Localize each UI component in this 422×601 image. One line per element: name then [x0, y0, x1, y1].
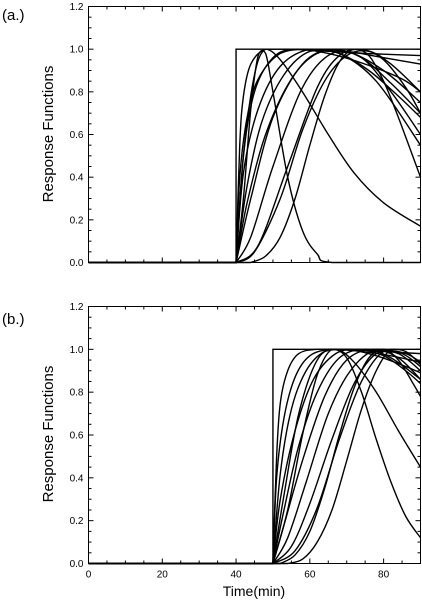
y-tick-label-b: 0.6 — [70, 431, 84, 442]
response-series-a — [88, 50, 422, 264]
response-series-b — [88, 348, 421, 565]
response-series-b — [88, 348, 422, 565]
response-series-a — [88, 48, 421, 264]
response-series-a — [88, 49, 421, 264]
y-tick-label-b: 0.4 — [70, 473, 84, 484]
response-series-b — [88, 350, 421, 565]
y-tick-label-b: 0.2 — [70, 516, 84, 527]
y-tick-label-a: 1.0 — [70, 45, 84, 56]
x-axis-label-b: Time(min) — [223, 583, 285, 599]
panel-b: (b.) Response Functions 0.0 0.2 0.4 0.6 0.8 1… — [2, 302, 422, 599]
panel-label-b: (b.) — [2, 311, 25, 328]
y-tick-label-a: 0.0 — [70, 258, 84, 269]
plot-frame-b — [88, 306, 421, 564]
panel-label-a: (a.) — [2, 7, 25, 24]
response-series-a — [88, 48, 421, 264]
response-series-b — [88, 348, 421, 565]
response-series-b — [88, 348, 421, 565]
y-tick-label-a: 0.4 — [70, 173, 84, 184]
curves-a — [88, 48, 422, 264]
x-tick-label-b: 0 — [86, 570, 92, 581]
response-series-b — [88, 348, 421, 565]
x-tick-label-b: 60 — [304, 570, 316, 581]
response-series-b — [88, 348, 421, 565]
response-series-b — [88, 348, 422, 565]
x-tick-label-b: 40 — [230, 570, 242, 581]
response-series-a — [88, 48, 422, 264]
response-series-b — [88, 349, 421, 565]
curves-b — [88, 348, 422, 565]
y-tick-label-b: 1.0 — [70, 345, 84, 356]
response-series-a — [88, 48, 421, 264]
tick-group-b: 0.0 0.2 0.4 0.6 0.8 1.0 1.2 0 20 40 60 80 — [70, 302, 421, 581]
plot-frame-a — [88, 6, 421, 263]
response-series-a — [88, 48, 422, 264]
response-series-a — [88, 49, 421, 264]
response-series-a — [88, 48, 421, 264]
y-tick-label-a: 1.2 — [70, 2, 84, 13]
response-series-a — [88, 49, 422, 264]
response-series-b — [88, 348, 421, 565]
response-series-b — [88, 348, 421, 565]
step-series-b — [88, 348, 421, 565]
x-tick-label-b: 20 — [157, 570, 169, 581]
y-tick-label-b: 1.2 — [70, 302, 84, 313]
response-series-b — [88, 348, 421, 565]
response-series-b — [88, 348, 422, 565]
y-tick-label-a: 0.8 — [70, 87, 84, 98]
x-tick-label-b: 80 — [378, 570, 390, 581]
panel-a: (a.) Response Functions 0.0 0.2 0.4 0.6 0.8 1… — [2, 2, 422, 269]
y-tick-label-a: 0.6 — [70, 130, 84, 141]
y-axis-label-b: Response Functions — [40, 366, 57, 503]
y-tick-label-b: 0.0 — [70, 559, 84, 570]
y-axis-label-a: Response Functions — [40, 66, 57, 203]
y-tick-label-a: 0.2 — [70, 215, 84, 226]
y-tick-label-b: 0.8 — [70, 388, 84, 399]
